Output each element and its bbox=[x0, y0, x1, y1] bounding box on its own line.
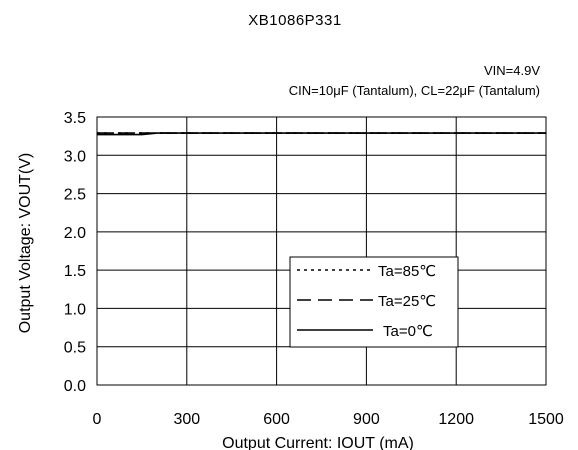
legend-label-25c: Ta=25℃ bbox=[378, 293, 436, 310]
x-tick-labels: 0 300 600 900 1200 1500 bbox=[93, 411, 564, 428]
y-tick-label: 1.5 bbox=[64, 263, 86, 280]
y-tick-label: 1.0 bbox=[64, 301, 86, 318]
x-tick-label: 900 bbox=[353, 411, 380, 428]
y-tick-label: 2.0 bbox=[64, 225, 86, 242]
legend: Ta=85℃ Ta=25℃ Ta=0℃ bbox=[289, 256, 459, 348]
legend-label-0c: Ta=0℃ bbox=[383, 323, 433, 340]
legend-box bbox=[289, 256, 459, 348]
plot-frame bbox=[96, 116, 547, 386]
series-line-solid bbox=[97, 132, 546, 136]
x-axis-label: Output Current: IOUT (mA) bbox=[222, 435, 414, 450]
y-tick-labels: 0.0 0.5 1.0 1.5 2.0 2.5 3.0 3.5 bbox=[64, 110, 86, 395]
y-tick-label: 3.0 bbox=[64, 148, 86, 165]
y-tick-label: 3.5 bbox=[64, 110, 86, 127]
y-tick-label: 0.0 bbox=[64, 378, 86, 395]
y-axis-label: Output Voltage: VOUT(V) bbox=[17, 153, 34, 334]
x-tick-label: 1500 bbox=[528, 411, 564, 428]
series-lines bbox=[97, 132, 546, 136]
x-tick-label: 1200 bbox=[438, 411, 474, 428]
y-tick-label: 2.5 bbox=[64, 187, 86, 204]
condition-capacitors: CIN=10μF (Tantalum), CL=22μF (Tantalum) bbox=[289, 83, 540, 98]
y-tick-label: 0.5 bbox=[64, 340, 86, 357]
x-tick-label: 600 bbox=[263, 411, 290, 428]
chart-title: XB1086P331 bbox=[248, 12, 341, 29]
x-tick-label: 300 bbox=[173, 411, 200, 428]
condition-vin: VIN=4.9V bbox=[484, 63, 540, 78]
legend-label-85c: Ta=85℃ bbox=[378, 263, 436, 280]
x-tick-label: 0 bbox=[93, 411, 102, 428]
